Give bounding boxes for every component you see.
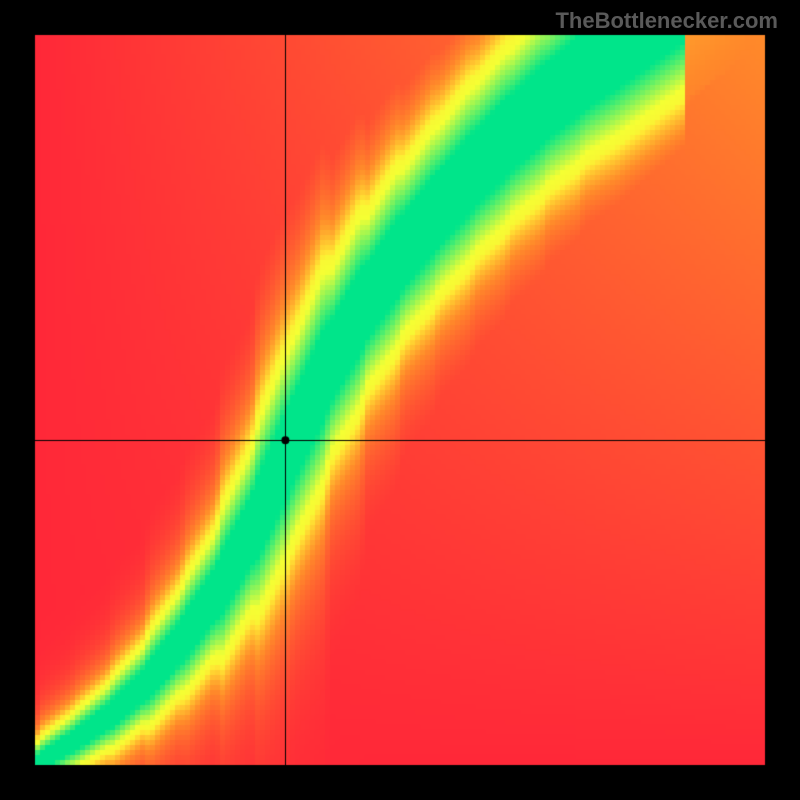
chart-container: TheBottlenecker.com	[0, 0, 800, 800]
bottleneck-heatmap	[0, 0, 800, 800]
watermark-text: TheBottlenecker.com	[555, 8, 778, 34]
